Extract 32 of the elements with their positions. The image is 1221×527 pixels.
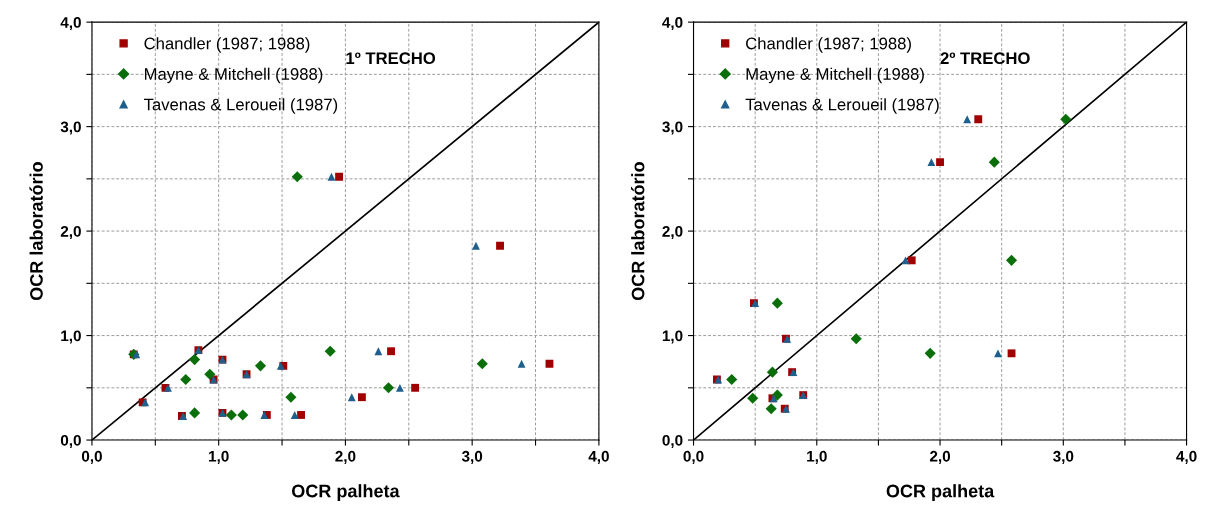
x-tick-label: 3,0 <box>1053 450 1074 464</box>
x-tick-label: 2,0 <box>929 450 951 464</box>
annotation: 1º TRECHO <box>346 52 436 65</box>
y-tick-label: 4,0 <box>662 17 683 31</box>
x-tick-label: 2,0 <box>335 450 356 464</box>
x-tick-label: 4,0 <box>1176 450 1197 464</box>
x-tick-label: 4,0 <box>588 450 609 464</box>
legend-label: Chandler (1987; 1988) <box>746 37 911 53</box>
y-tick-label: 3,0 <box>60 121 81 135</box>
legend-label: Tavenas & Leroueil (1987) <box>745 98 939 114</box>
x-tick-label: 3,0 <box>461 450 483 464</box>
legend-label: Mayne & Mitchell (1988) <box>144 67 323 84</box>
x-tick-label: 0,0 <box>81 450 102 464</box>
x-tick-label: 0,0 <box>683 450 704 464</box>
y-axis-title: OCR laboratório <box>631 162 645 301</box>
legend-label: Mayne & Mitchell (1988) <box>746 67 924 84</box>
y-tick-label: 0,0 <box>662 434 683 448</box>
y-tick-label: 1,0 <box>61 330 81 344</box>
x-axis-title: OCR palheta <box>886 484 995 501</box>
annotation: 2º TRECHO <box>940 52 1030 65</box>
y-tick-label: 1,0 <box>662 330 683 344</box>
x-tick-label: 1,0 <box>807 450 827 464</box>
y-tick-label: 2,0 <box>60 225 81 239</box>
y-tick-label: 0,0 <box>60 434 81 448</box>
legend-label: Tavenas & Leroueil (1987) <box>143 98 338 114</box>
y-axis-title: OCR laboratório <box>29 162 43 301</box>
y-tick-label: 3,0 <box>662 121 683 135</box>
y-tick-label: 2,0 <box>662 225 683 239</box>
legend-label: Chandler (1987; 1988) <box>144 37 310 53</box>
x-tick-label: 1,0 <box>209 450 229 464</box>
y-tick-label: 4,0 <box>60 17 81 31</box>
x-axis-title: OCR palheta <box>291 484 400 501</box>
